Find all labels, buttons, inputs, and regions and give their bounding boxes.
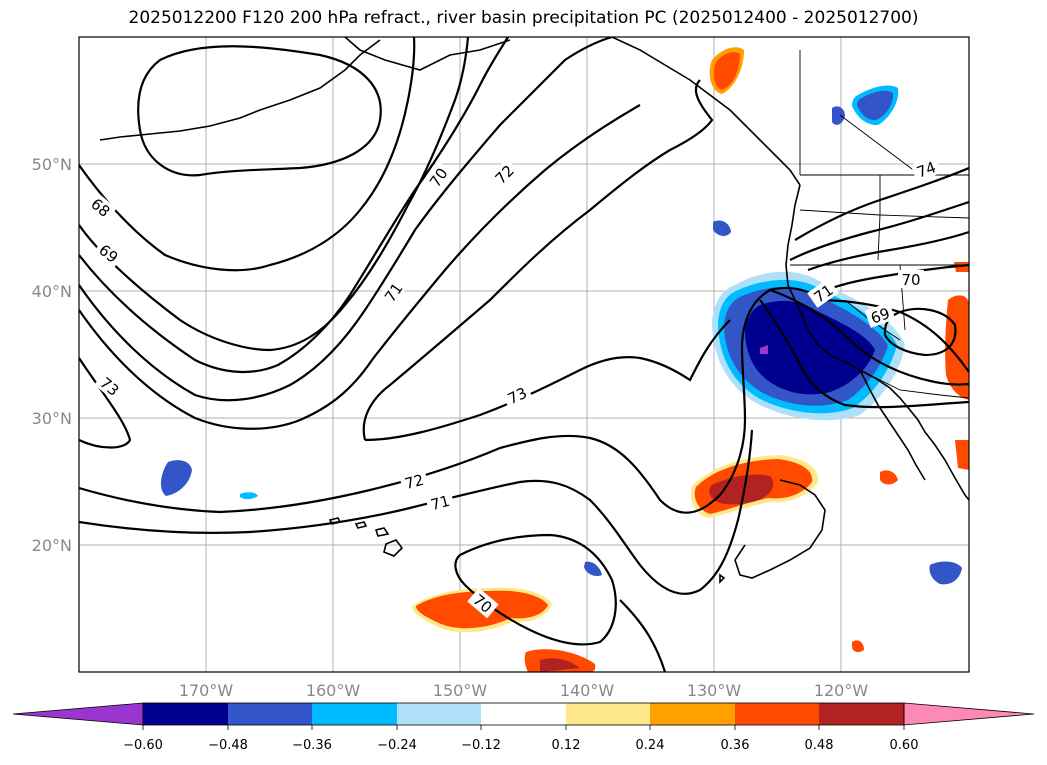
contour-label-72-south: 72 bbox=[403, 471, 426, 493]
longitude-labels: 170°W 160°W 150°W 140°W 130°W 120°W bbox=[179, 681, 869, 700]
lon-label-170w: 170°W bbox=[179, 681, 234, 700]
colorbar-tick-label: −0.48 bbox=[208, 738, 248, 753]
lon-label-160w: 160°W bbox=[306, 681, 361, 700]
political-borders bbox=[790, 50, 969, 399]
colorbar-segment bbox=[312, 703, 397, 725]
colorbar-segment bbox=[819, 703, 904, 725]
colorbar-tick-label: −0.60 bbox=[123, 738, 163, 753]
colorbar-segment bbox=[566, 703, 650, 725]
colorbar-tick-label: 0.24 bbox=[636, 738, 665, 753]
colorbar-extend-low bbox=[12, 702, 144, 726]
map-frame bbox=[78, 36, 970, 673]
coastlines bbox=[99, 37, 969, 584]
lat-label-50n: 50°N bbox=[32, 155, 72, 174]
colorbar-segment bbox=[397, 703, 481, 725]
colorbar-segment bbox=[650, 703, 735, 725]
colorbar-tick-label: 0.12 bbox=[552, 738, 581, 753]
colorbar-segment bbox=[735, 703, 819, 725]
lon-label-150w: 150°W bbox=[433, 681, 488, 700]
colorbar-tick-label: −0.24 bbox=[377, 738, 417, 753]
colorbar-segment bbox=[228, 703, 312, 725]
latitude-labels: 50°N 40°N 30°N 20°N bbox=[32, 155, 72, 555]
colorbar-tick-label: −0.12 bbox=[461, 738, 501, 753]
colorbar-tick-label: 0.60 bbox=[890, 738, 919, 753]
colorbar: −0.60 −0.48 −0.36 −0.24 −0.12 0.12 0.24 … bbox=[12, 702, 1035, 753]
map-title: 2025012200 F120 200 hPa refract., river … bbox=[128, 8, 919, 28]
negative-anomaly-small bbox=[160, 85, 962, 585]
contour-label-71-south: 71 bbox=[429, 492, 452, 514]
refractivity-contours bbox=[79, 37, 969, 672]
lon-label-120w: 120°W bbox=[814, 681, 869, 700]
lon-label-140w: 140°W bbox=[560, 681, 615, 700]
colorbar-tick-label: 0.48 bbox=[805, 738, 834, 753]
colorbar-tick-label: 0.36 bbox=[721, 738, 750, 753]
colorbar-segment bbox=[481, 703, 566, 725]
colorbar-extend-high bbox=[903, 702, 1035, 726]
contour-label-69-east: 69 bbox=[868, 304, 892, 327]
colorbar-tick-label: −0.36 bbox=[292, 738, 332, 753]
lat-label-40n: 40°N bbox=[32, 282, 72, 301]
contour-label-74: 74 bbox=[914, 158, 938, 181]
lat-label-30n: 30°N bbox=[32, 409, 72, 428]
contour-label-70-east: 70 bbox=[901, 271, 920, 289]
lon-label-130w: 130°W bbox=[687, 681, 742, 700]
lat-label-20n: 20°N bbox=[32, 536, 72, 555]
colorbar-segment bbox=[143, 703, 228, 725]
